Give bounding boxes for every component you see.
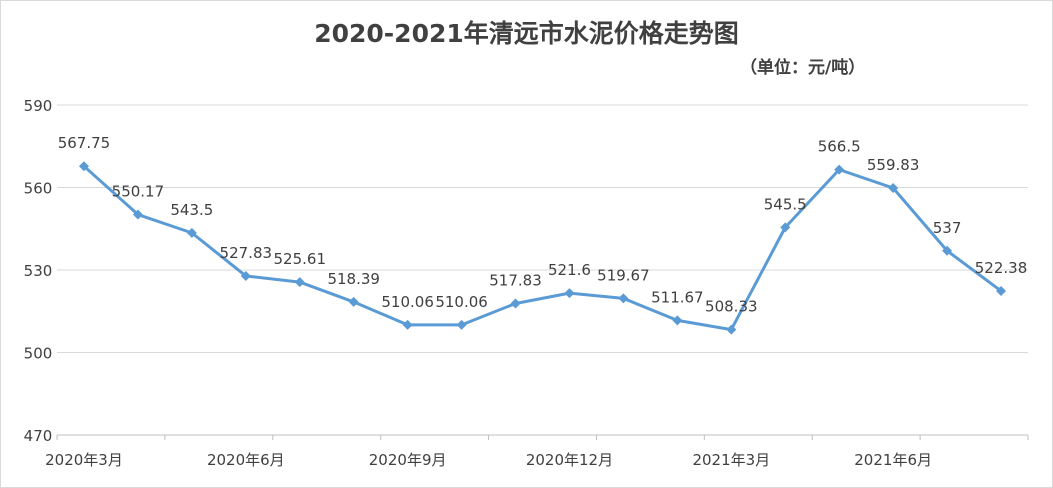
data-point — [834, 164, 845, 175]
data-point — [618, 293, 629, 304]
data-label: 511.67 — [651, 288, 704, 306]
y-tick-label: 530 — [24, 262, 53, 280]
y-tick-label: 500 — [24, 345, 53, 363]
data-point — [456, 319, 467, 330]
data-label: 508.33 — [705, 298, 758, 316]
x-tick-label: 2020年12月 — [526, 451, 613, 469]
x-tick-label: 2020年9月 — [369, 451, 447, 469]
data-label: 510.06 — [435, 293, 488, 311]
x-tick-label: 2021年3月 — [692, 451, 770, 469]
data-point — [672, 315, 683, 326]
data-label: 525.61 — [274, 250, 327, 268]
data-point — [780, 222, 791, 233]
data-label: 566.5 — [818, 138, 861, 156]
data-point — [240, 270, 251, 281]
data-label: 537 — [933, 219, 962, 237]
data-label: 559.83 — [867, 156, 920, 174]
x-tick-label: 2020年6月 — [207, 451, 285, 469]
data-point — [348, 296, 359, 307]
data-point — [564, 288, 575, 299]
data-label: 522.38 — [975, 259, 1028, 277]
data-label: 510.06 — [381, 293, 434, 311]
data-label: 519.67 — [597, 266, 650, 284]
data-label: 521.6 — [548, 261, 591, 279]
y-tick-label: 470 — [24, 427, 53, 445]
data-point — [888, 182, 899, 193]
data-point — [186, 227, 197, 238]
data-point — [132, 209, 143, 220]
data-point — [942, 245, 953, 256]
data-label: 545.5 — [764, 195, 807, 213]
data-point — [294, 277, 305, 288]
data-label: 550.17 — [112, 183, 165, 201]
data-label: 527.83 — [220, 244, 273, 262]
data-label: 517.83 — [489, 271, 542, 289]
data-point — [726, 324, 737, 335]
data-label: 543.5 — [170, 201, 213, 219]
y-tick-label: 590 — [24, 97, 53, 115]
chart-unit-label: （单位：元/吨） — [740, 58, 866, 78]
data-point — [402, 319, 413, 330]
x-tick-label: 2021年6月 — [854, 451, 932, 469]
data-point — [78, 161, 89, 172]
data-point — [996, 285, 1007, 296]
y-tick-label: 560 — [24, 180, 53, 198]
data-label: 567.75 — [58, 134, 111, 152]
x-tick-label: 2020年3月 — [45, 451, 123, 469]
data-label: 518.39 — [327, 270, 380, 288]
data-point — [510, 298, 521, 309]
chart-title: 2020-2021年清远市水泥价格走势图 — [314, 19, 739, 48]
series-line — [82, 165, 1002, 332]
